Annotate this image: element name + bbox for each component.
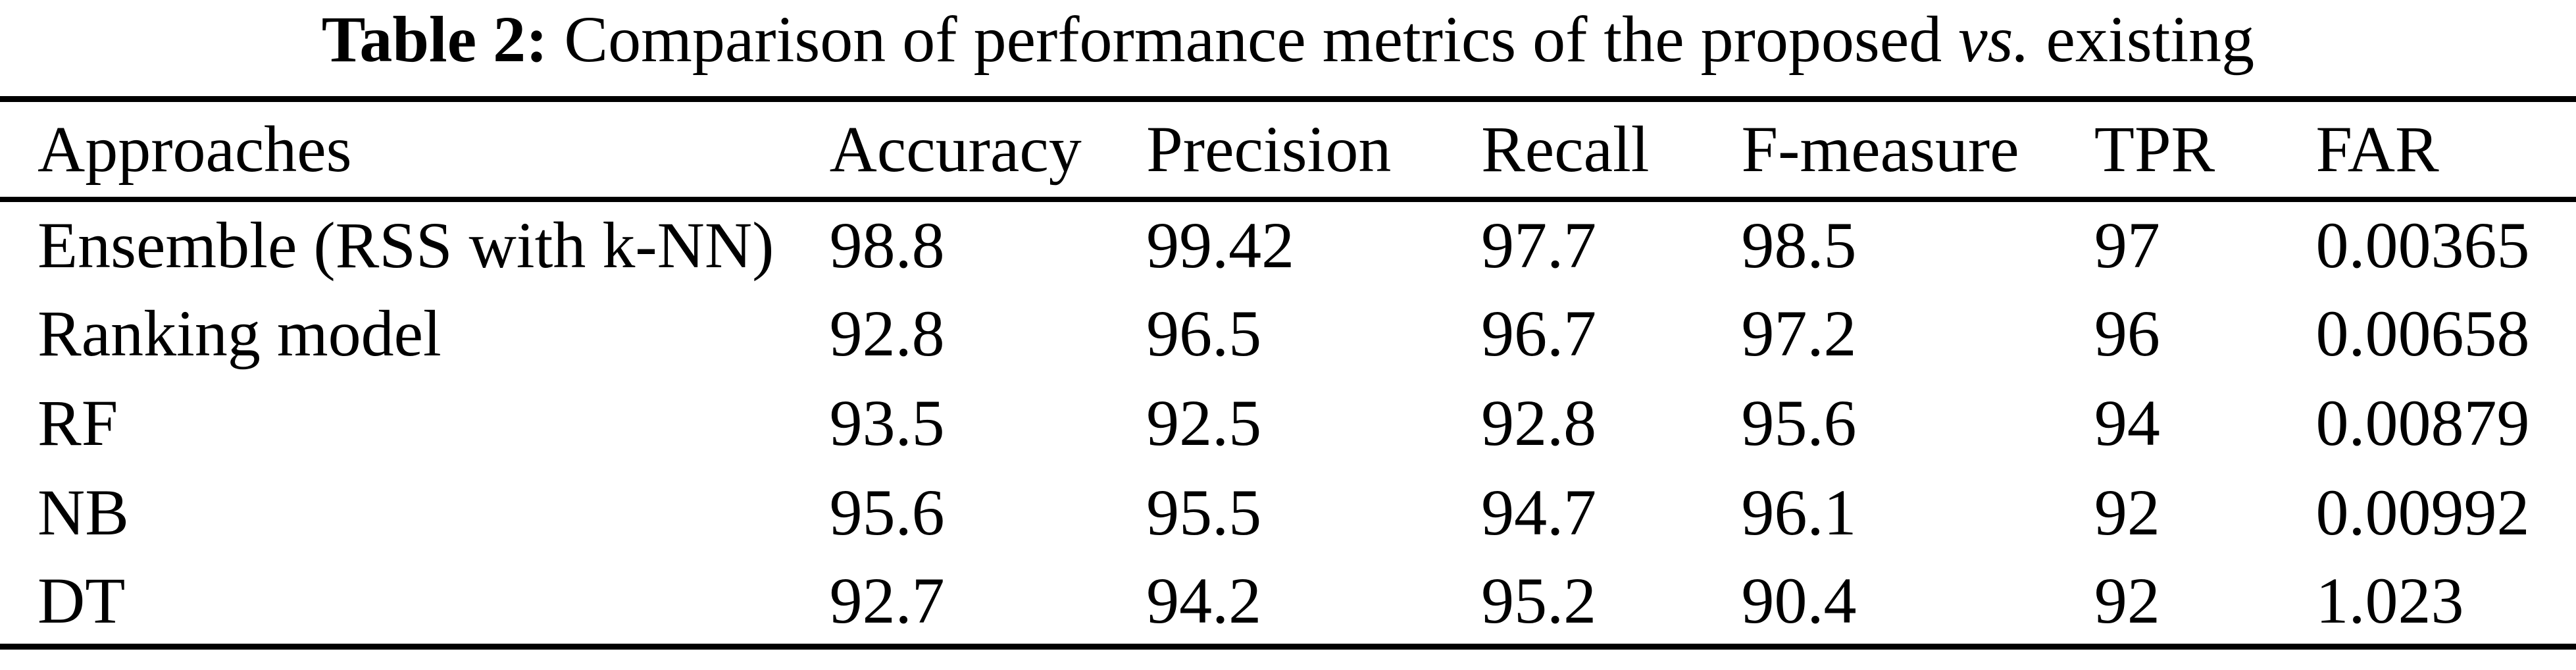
- performance-metrics-table: Approaches Accuracy Precision Recall F-m…: [0, 96, 2576, 650]
- cell-approach: Ranking model: [38, 297, 442, 370]
- column-header-f-measure: F-measure: [1741, 113, 2019, 186]
- cell-approach: Ensemble (RSS with k-NN): [38, 209, 774, 282]
- column-header-accuracy: Accuracy: [829, 113, 1082, 186]
- cell-f-measure: 97.2: [1741, 297, 1857, 370]
- table-caption-text: Comparison of performance metrics of the…: [564, 3, 1942, 76]
- cell-recall: 96.7: [1481, 297, 1597, 370]
- cell-tpr: 96: [2094, 297, 2160, 370]
- cell-accuracy: 92.7: [829, 563, 945, 637]
- cell-far: 0.00992: [2315, 476, 2530, 549]
- table-row-rf: RF 93.5 92.5 92.8 95.6 94 0.00879: [0, 378, 2576, 468]
- column-header-far: FAR: [2315, 113, 2439, 186]
- table-caption-label: Table 2:: [321, 3, 548, 76]
- cell-far: 1.023: [2315, 563, 2464, 637]
- table-caption-italic: vs.: [1958, 3, 2030, 76]
- cell-f-measure: 96.1: [1741, 476, 1857, 549]
- cell-f-measure: 90.4: [1741, 563, 1857, 637]
- cell-approach: NB: [38, 476, 129, 549]
- cell-tpr: 97: [2094, 209, 2160, 282]
- cell-precision: 92.5: [1146, 386, 1262, 459]
- table-header: Approaches Accuracy Precision Recall F-m…: [0, 99, 2576, 199]
- table-caption: Table 2: Comparison of performance metri…: [0, 3, 2576, 76]
- cell-f-measure: 95.6: [1741, 386, 1857, 459]
- cell-far: 0.00879: [2315, 386, 2530, 459]
- cell-approach: RF: [38, 386, 118, 459]
- cell-far: 0.00658: [2315, 297, 2530, 370]
- table-row-ranking-model: Ranking model 92.8 96.5 96.7 97.2 96 0.0…: [0, 289, 2576, 378]
- table-row-nb: NB 95.6 95.5 94.7 96.1 92 0.00992: [0, 468, 2576, 557]
- header-row: Approaches Accuracy Precision Recall F-m…: [0, 99, 2576, 199]
- cell-recall: 97.7: [1481, 209, 1597, 282]
- column-header-recall: Recall: [1481, 113, 1650, 186]
- cell-recall: 94.7: [1481, 476, 1597, 549]
- cell-accuracy: 92.8: [829, 297, 945, 370]
- cell-precision: 95.5: [1146, 476, 1262, 549]
- table-caption-text-end: existing: [2046, 3, 2255, 76]
- table-row-ensemble: Ensemble (RSS with k-NN) 98.8 99.42 97.7…: [0, 199, 2576, 289]
- column-header-approaches: Approaches: [38, 113, 352, 186]
- column-header-precision: Precision: [1146, 113, 1392, 186]
- cell-accuracy: 95.6: [829, 476, 945, 549]
- table-body: Ensemble (RSS with k-NN) 98.8 99.42 97.7…: [0, 199, 2576, 647]
- cell-precision: 99.42: [1146, 209, 1295, 282]
- cell-tpr: 92: [2094, 563, 2160, 637]
- column-header-tpr: TPR: [2094, 113, 2215, 186]
- cell-tpr: 92: [2094, 476, 2160, 549]
- cell-recall: 92.8: [1481, 386, 1597, 459]
- cell-approach: DT: [38, 563, 126, 637]
- cell-precision: 96.5: [1146, 297, 1262, 370]
- cell-far: 0.00365: [2315, 209, 2530, 282]
- table-row-dt: DT 92.7 94.2 95.2 90.4 92 1.023: [0, 557, 2576, 647]
- cell-accuracy: 93.5: [829, 386, 945, 459]
- cell-precision: 94.2: [1146, 563, 1262, 637]
- cell-recall: 95.2: [1481, 563, 1597, 637]
- cell-tpr: 94: [2094, 386, 2160, 459]
- cell-accuracy: 98.8: [829, 209, 945, 282]
- cell-f-measure: 98.5: [1741, 209, 1857, 282]
